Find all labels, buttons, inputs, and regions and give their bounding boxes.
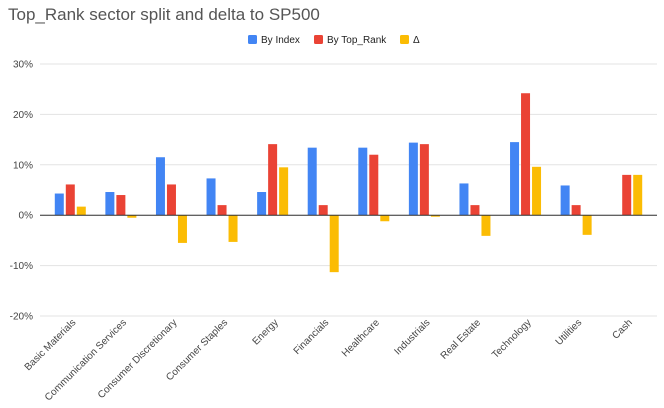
legend-swatch xyxy=(314,35,323,44)
legend-label: By Top_Rank xyxy=(327,35,387,46)
bar-by-top-rank xyxy=(369,154,379,216)
bars xyxy=(54,93,643,273)
bar-by-index xyxy=(560,185,570,216)
bar-delta xyxy=(481,215,491,236)
bar-delta xyxy=(177,215,187,243)
y-tick-label: 20% xyxy=(13,110,33,121)
bar-by-top-rank xyxy=(521,93,531,216)
y-axis-ticks: -20% -10% 0% 10% 20% 30% xyxy=(10,60,33,323)
y-tick-label: 10% xyxy=(13,160,33,171)
x-tick-label: Communication Services xyxy=(43,317,129,403)
y-tick-label: 30% xyxy=(13,60,33,71)
bar-delta xyxy=(76,206,86,216)
bar-by-top-rank xyxy=(166,184,176,216)
x-tick-label: Basic Materials xyxy=(23,317,79,373)
bar-by-index xyxy=(155,157,165,216)
bar-by-top-rank xyxy=(571,205,581,216)
x-tick-label: Utilities xyxy=(554,317,585,348)
legend-label: Δ xyxy=(413,35,420,46)
x-tick-label: Financials xyxy=(292,317,332,357)
legend-item: Δ xyxy=(400,35,420,46)
x-tick-label: Technology xyxy=(490,317,534,361)
x-tick-label: Real Estate xyxy=(439,317,484,362)
bar-by-index xyxy=(54,193,64,216)
bar-by-top-rank xyxy=(65,184,75,216)
bar-delta xyxy=(228,215,238,242)
bar-by-index xyxy=(206,178,216,216)
bar-by-top-rank xyxy=(419,144,429,216)
bar-by-index xyxy=(307,147,317,216)
bar-by-top-rank xyxy=(116,195,126,216)
y-tick-label: 0% xyxy=(19,211,34,222)
legend-item: By Index xyxy=(248,35,300,46)
legend: By Index By Top_Rank Δ xyxy=(248,35,420,46)
bar-by-index xyxy=(459,183,469,216)
bar-by-top-rank xyxy=(318,205,328,216)
bar-delta xyxy=(582,215,592,235)
bar-delta xyxy=(127,215,137,218)
bar-delta xyxy=(430,215,440,217)
bar-by-index xyxy=(257,192,267,216)
bar-delta xyxy=(380,215,390,222)
bar-by-top-rank xyxy=(268,144,278,216)
bar-by-top-rank xyxy=(217,205,227,216)
bar-by-top-rank xyxy=(470,205,480,216)
bar-by-index xyxy=(408,142,418,216)
x-tick-label: Healthcare xyxy=(340,317,382,359)
legend-item: By Top_Rank xyxy=(314,35,387,46)
y-tick-label: -20% xyxy=(10,312,33,323)
x-tick-label: Industrials xyxy=(392,317,432,357)
bar-delta xyxy=(532,166,542,216)
legend-label: By Index xyxy=(261,35,300,46)
bar-delta xyxy=(633,174,643,216)
legend-swatch xyxy=(248,35,257,44)
bar-by-index xyxy=(510,142,520,216)
chart-title: Top_Rank sector split and delta to SP500 xyxy=(8,5,320,24)
x-tick-label: Energy xyxy=(251,317,281,347)
x-tick-label: Cash xyxy=(611,317,635,341)
bar-delta xyxy=(329,215,339,273)
bar-delta xyxy=(279,167,289,216)
bar-by-index xyxy=(105,192,115,216)
legend-swatch xyxy=(400,35,409,44)
bar-by-index xyxy=(358,147,368,216)
y-tick-label: -10% xyxy=(10,261,33,272)
bar-by-top-rank xyxy=(622,174,632,216)
